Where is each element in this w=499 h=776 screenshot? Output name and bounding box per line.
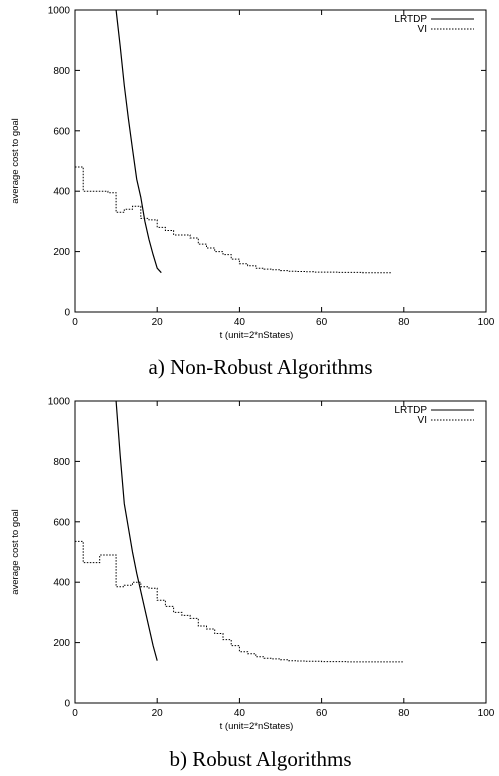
y-tick-label: 800: [53, 66, 70, 77]
legend-label: LRTDP: [394, 14, 427, 25]
y-axis-label: average cost to goal: [10, 509, 21, 595]
y-tick-label: 200: [53, 638, 70, 649]
y-tick-label: 1000: [48, 397, 71, 408]
x-tick-label: 40: [234, 317, 246, 328]
x-tick-label: 20: [152, 708, 164, 719]
series-line-lrtdp: [115, 400, 158, 661]
legend-label: VI: [418, 415, 427, 426]
y-tick-label: 600: [53, 517, 70, 528]
x-tick-label: 100: [478, 317, 495, 328]
y-tick-label: 0: [64, 699, 70, 710]
x-tick-label: 60: [316, 317, 328, 328]
plot-frame: [74, 9, 487, 313]
x-tick-label: 80: [398, 708, 410, 719]
legend-label: LRTDP: [394, 405, 427, 416]
series-lines: [75, 9, 392, 274]
chart-caption: b) Robust Algorithms: [169, 747, 351, 771]
series-lines: [75, 400, 405, 663]
series-line-vi: [75, 166, 392, 274]
chart-caption: a) Non-Robust Algorithms: [149, 355, 373, 379]
y-tick-label: 400: [53, 187, 70, 198]
axis-ticks: 0 200 400 600 800 1000 0 20 40 60 80 100: [48, 397, 495, 720]
x-tick-label: 100: [478, 708, 495, 719]
x-axis-label: t (unit=2*nStates): [220, 330, 294, 341]
legend-label: VI: [418, 24, 427, 35]
plot-frame: [74, 400, 487, 704]
x-tick-label: 40: [234, 708, 246, 719]
axis-ticks: 0 200 400 600 800 1000 0 20 40 60 80 100: [48, 6, 495, 329]
series-line-lrtdp: [115, 9, 162, 274]
x-axis-label: t (unit=2*nStates): [220, 721, 294, 732]
x-tick-label: 20: [152, 317, 164, 328]
y-axis-label: average cost to goal: [10, 118, 21, 204]
y-tick-label: 600: [53, 126, 70, 137]
x-tick-label: 0: [72, 708, 78, 719]
series-line-vi: [75, 540, 405, 663]
y-tick-label: 800: [53, 457, 70, 468]
x-tick-label: 60: [316, 708, 328, 719]
y-tick-label: 1000: [48, 6, 71, 17]
y-tick-label: 400: [53, 578, 70, 589]
x-tick-label: 0: [72, 317, 78, 328]
y-tick-label: 200: [53, 247, 70, 258]
y-tick-label: 0: [64, 308, 70, 319]
x-tick-label: 80: [398, 317, 410, 328]
